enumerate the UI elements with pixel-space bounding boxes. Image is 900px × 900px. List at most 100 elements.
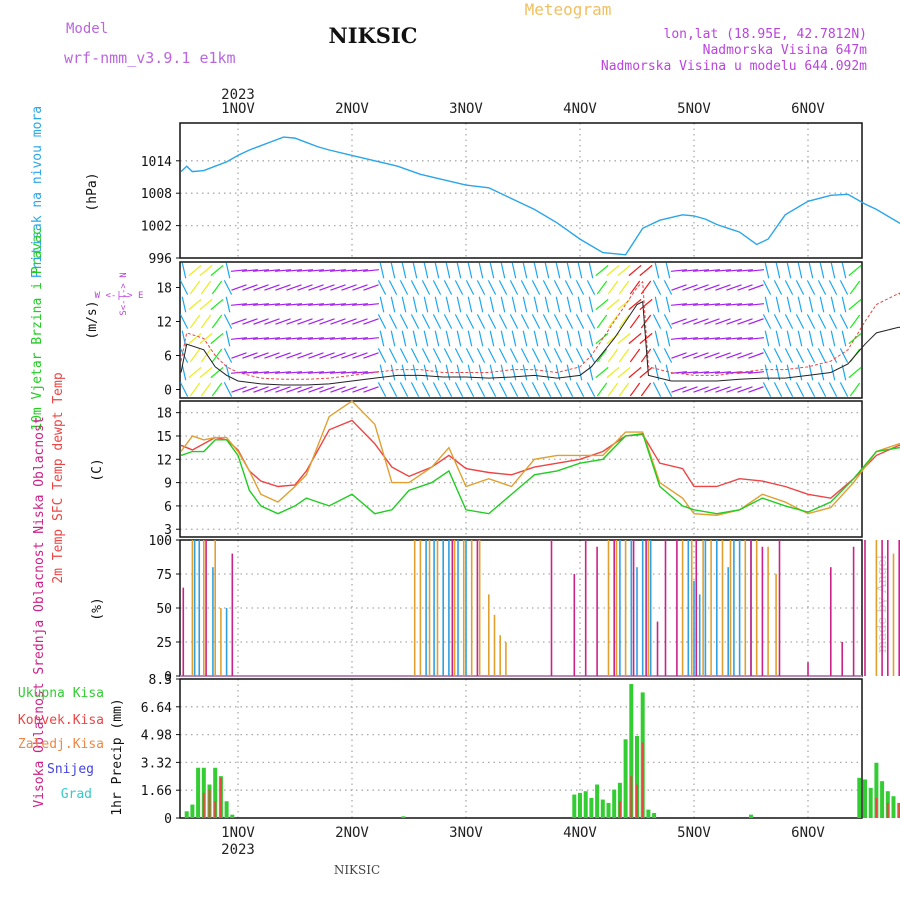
wind-barb bbox=[352, 352, 368, 359]
y-tick-label: 18 bbox=[156, 282, 172, 297]
wind-barb bbox=[340, 269, 358, 272]
precip-total-bar bbox=[595, 784, 600, 818]
wind-barb bbox=[307, 303, 325, 306]
wind-barb bbox=[725, 303, 743, 306]
wind-barb bbox=[443, 382, 453, 397]
precip-conv-bar bbox=[630, 776, 633, 818]
wind-barb bbox=[285, 371, 303, 374]
wind-barb bbox=[841, 296, 847, 313]
wind-barb bbox=[652, 382, 662, 397]
wind-barb bbox=[795, 382, 805, 397]
y-tick-label: 75 bbox=[156, 568, 172, 583]
wind-barb bbox=[841, 330, 847, 347]
wind-barb bbox=[341, 352, 357, 359]
wind-barb bbox=[596, 348, 608, 363]
y-tick-label: 50 bbox=[156, 602, 172, 617]
wind-barb bbox=[242, 318, 258, 325]
wind-barb bbox=[806, 348, 816, 363]
wind-barb bbox=[308, 284, 324, 291]
day-label-bottom: 5NOV bbox=[677, 825, 711, 841]
wind-barb bbox=[242, 284, 258, 291]
temp-2m-line bbox=[180, 419, 900, 499]
day-label-top: 2NOV bbox=[335, 101, 369, 117]
wind-barb bbox=[379, 262, 385, 279]
wind-barb bbox=[297, 386, 313, 393]
precip-conv-bar bbox=[641, 742, 644, 818]
y-tick-label: 0 bbox=[164, 812, 172, 827]
wind-barbs bbox=[179, 262, 862, 397]
wind-barb bbox=[223, 382, 233, 397]
precip-total-bar bbox=[600, 799, 605, 818]
wind-barb bbox=[330, 352, 346, 359]
wind-barb bbox=[784, 314, 794, 329]
panel-frame bbox=[179, 261, 863, 399]
wind-barb bbox=[362, 303, 380, 306]
wind-barb bbox=[454, 348, 464, 363]
wind-barb bbox=[618, 314, 630, 329]
y-tick-label: 0 bbox=[164, 384, 172, 399]
wind-barb bbox=[520, 280, 530, 295]
day-label-top: 6NOV bbox=[791, 101, 825, 117]
wind-barb bbox=[401, 330, 407, 347]
wind-barb bbox=[797, 296, 803, 313]
wind-barb bbox=[640, 348, 652, 363]
wind-barb bbox=[189, 382, 201, 397]
wind-barb bbox=[553, 348, 563, 363]
wind-barb bbox=[179, 382, 189, 397]
wind-barb bbox=[388, 382, 398, 397]
wind-barb bbox=[231, 284, 247, 291]
wind-barb bbox=[179, 314, 189, 329]
wind-barb bbox=[189, 280, 201, 295]
wind-barb bbox=[828, 382, 838, 397]
wind-barb bbox=[509, 280, 519, 295]
wind-barb bbox=[704, 318, 720, 325]
wind-barb bbox=[225, 364, 231, 381]
wind-barb bbox=[500, 262, 506, 279]
wind-barb bbox=[764, 330, 770, 347]
precip-total-bar bbox=[184, 811, 189, 818]
wind-barb bbox=[715, 352, 731, 359]
wind-barb bbox=[797, 262, 803, 279]
wind-barb bbox=[841, 364, 847, 381]
wind-barb bbox=[297, 284, 313, 291]
wind-barb bbox=[379, 330, 385, 347]
wind-barb bbox=[388, 348, 398, 363]
wind-barb bbox=[489, 296, 495, 313]
wind-barb bbox=[434, 262, 440, 279]
wind-barb bbox=[412, 262, 418, 279]
wind-barb bbox=[588, 262, 594, 279]
wind-barb bbox=[263, 371, 281, 374]
wind-barb bbox=[445, 262, 451, 279]
wind-barb bbox=[509, 314, 519, 329]
wind-barb bbox=[211, 348, 223, 363]
wind-barb bbox=[828, 280, 838, 295]
wind-barb bbox=[663, 280, 673, 295]
wind-barb bbox=[786, 262, 792, 279]
precip-total-bar bbox=[583, 791, 588, 818]
precip-total-bar bbox=[190, 804, 195, 818]
wind-barb bbox=[307, 337, 325, 340]
wind-barb bbox=[465, 382, 475, 397]
wind-barb bbox=[319, 386, 335, 393]
wind-barb bbox=[511, 262, 517, 279]
wind-barb bbox=[617, 366, 631, 379]
precip-conv-bar bbox=[875, 797, 878, 818]
wind-barb bbox=[307, 269, 325, 272]
wind-barb bbox=[531, 348, 541, 363]
footer-station: NIKSIC bbox=[334, 863, 380, 877]
wind-barb bbox=[181, 296, 187, 313]
model-name: wrf-nmm_v3.9.1 e1km bbox=[64, 49, 236, 67]
wind-barb bbox=[670, 269, 688, 272]
wind-barb bbox=[286, 386, 302, 393]
precip-total-bar bbox=[646, 809, 651, 818]
precip-conv-bar bbox=[219, 777, 222, 818]
wind-barb bbox=[817, 382, 827, 397]
wind-barb bbox=[808, 364, 814, 381]
wind-barb bbox=[628, 264, 642, 277]
precip-total-bar bbox=[863, 779, 867, 818]
wind-barb bbox=[670, 303, 688, 306]
wind-barb bbox=[210, 366, 224, 379]
wind-barb bbox=[230, 303, 248, 306]
wind-barb bbox=[703, 269, 721, 272]
wind-barb bbox=[595, 366, 609, 379]
